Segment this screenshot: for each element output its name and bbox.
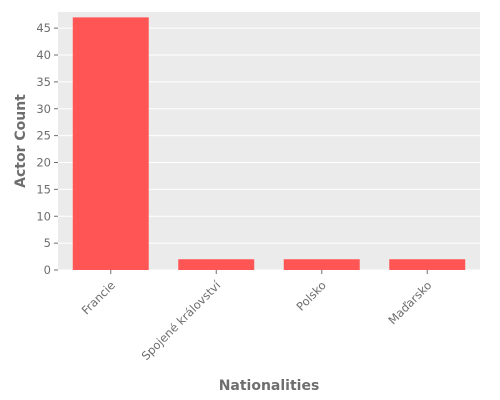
- x-axis-label: Nationalities: [219, 378, 320, 394]
- bar-1: [178, 259, 255, 270]
- x-tick-label-2: Polsko: [293, 278, 328, 313]
- y-tick-label-3: 15: [36, 182, 51, 196]
- y-tick-label-8: 40: [36, 48, 51, 62]
- y-tick-label-5: 25: [36, 129, 51, 143]
- y-tick-label-4: 20: [36, 156, 51, 170]
- y-axis-label: Actor Count: [13, 94, 29, 188]
- y-tick-label-1: 5: [44, 236, 51, 250]
- x-tick-label-3: Maďarsko: [385, 278, 434, 327]
- x-tick-label-0: Francie: [79, 278, 118, 317]
- x-tick-label-1: Spojené království: [139, 278, 224, 363]
- bar-0: [72, 17, 149, 270]
- y-tick-label-0: 0: [44, 263, 51, 277]
- y-axis-ticks: 0 5 10 15 20 25 30 35 40 45: [36, 21, 58, 277]
- bar-2: [283, 259, 360, 270]
- y-tick-label-6: 30: [36, 102, 51, 116]
- y-tick-label-2: 10: [36, 209, 51, 223]
- y-tick-label-7: 35: [36, 75, 51, 89]
- bar-3: [389, 259, 466, 270]
- y-tick-label-9: 45: [36, 21, 51, 35]
- x-axis-ticks: Francie Spojené království Polsko Maďarsko: [79, 270, 434, 363]
- bars: [72, 17, 466, 270]
